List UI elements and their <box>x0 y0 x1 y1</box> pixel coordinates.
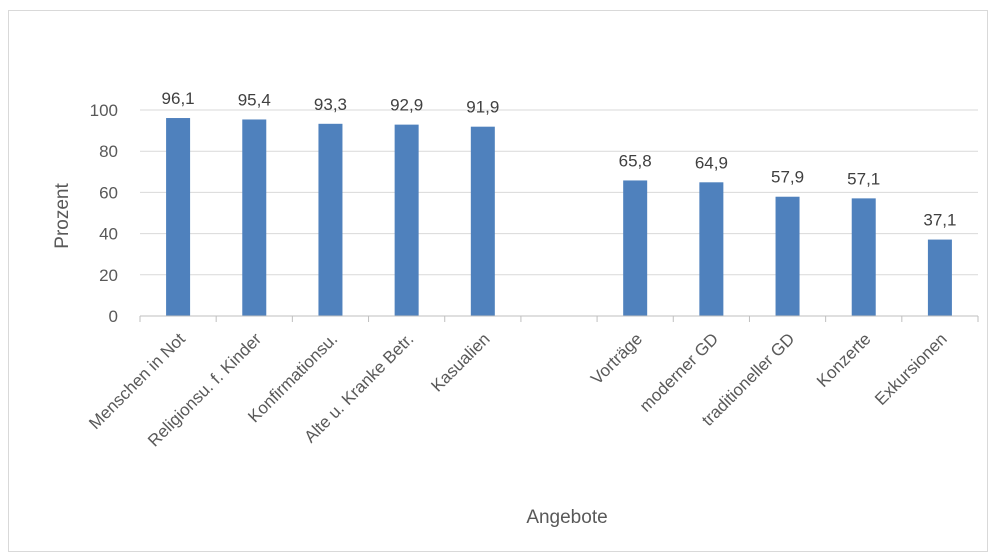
x-tick-label: Konzerte <box>813 329 875 391</box>
y-tick-label: 40 <box>99 225 118 244</box>
y-tick-label: 60 <box>99 183 118 202</box>
data-label: 65,8 <box>619 151 652 170</box>
x-tick-label: moderner GD <box>636 329 722 415</box>
y-tick-labels: 0 20 40 60 80 100 <box>90 101 118 326</box>
bar <box>394 124 419 316</box>
bar <box>318 123 343 316</box>
data-labels: 96,1 95,4 93,3 92,9 91,9 65,8 64,9 57,9 57,1 37,1 <box>162 89 957 230</box>
x-tick-label: Kasualien <box>427 329 493 395</box>
x-tick-label: Exkursionen <box>871 329 951 409</box>
y-tick-label: 0 <box>109 307 118 326</box>
data-label: 64,9 <box>695 153 728 172</box>
data-label: 93,3 <box>314 95 347 114</box>
bar <box>699 182 724 316</box>
data-label: 57,9 <box>771 168 804 187</box>
bar <box>775 196 800 316</box>
bars <box>166 118 952 316</box>
data-label: 91,9 <box>466 98 499 117</box>
bar <box>927 239 952 316</box>
y-tick-label: 100 <box>90 101 118 120</box>
bar <box>623 180 648 316</box>
data-label: 57,1 <box>847 169 880 188</box>
y-axis-title: Prozent <box>52 183 73 249</box>
bar <box>851 198 876 316</box>
data-label: 37,1 <box>923 211 956 230</box>
bar <box>166 118 191 316</box>
x-tick-label: Vorträge <box>587 329 646 388</box>
data-label: 95,4 <box>238 90 271 109</box>
bar <box>470 126 495 316</box>
bar <box>242 119 267 316</box>
data-label: 96,1 <box>162 89 195 108</box>
y-tick-label: 80 <box>99 142 118 161</box>
x-axis-title: Angebote <box>526 507 607 528</box>
y-tick-label: 20 <box>99 266 118 285</box>
gridlines <box>139 109 979 322</box>
data-label: 92,9 <box>390 96 423 115</box>
